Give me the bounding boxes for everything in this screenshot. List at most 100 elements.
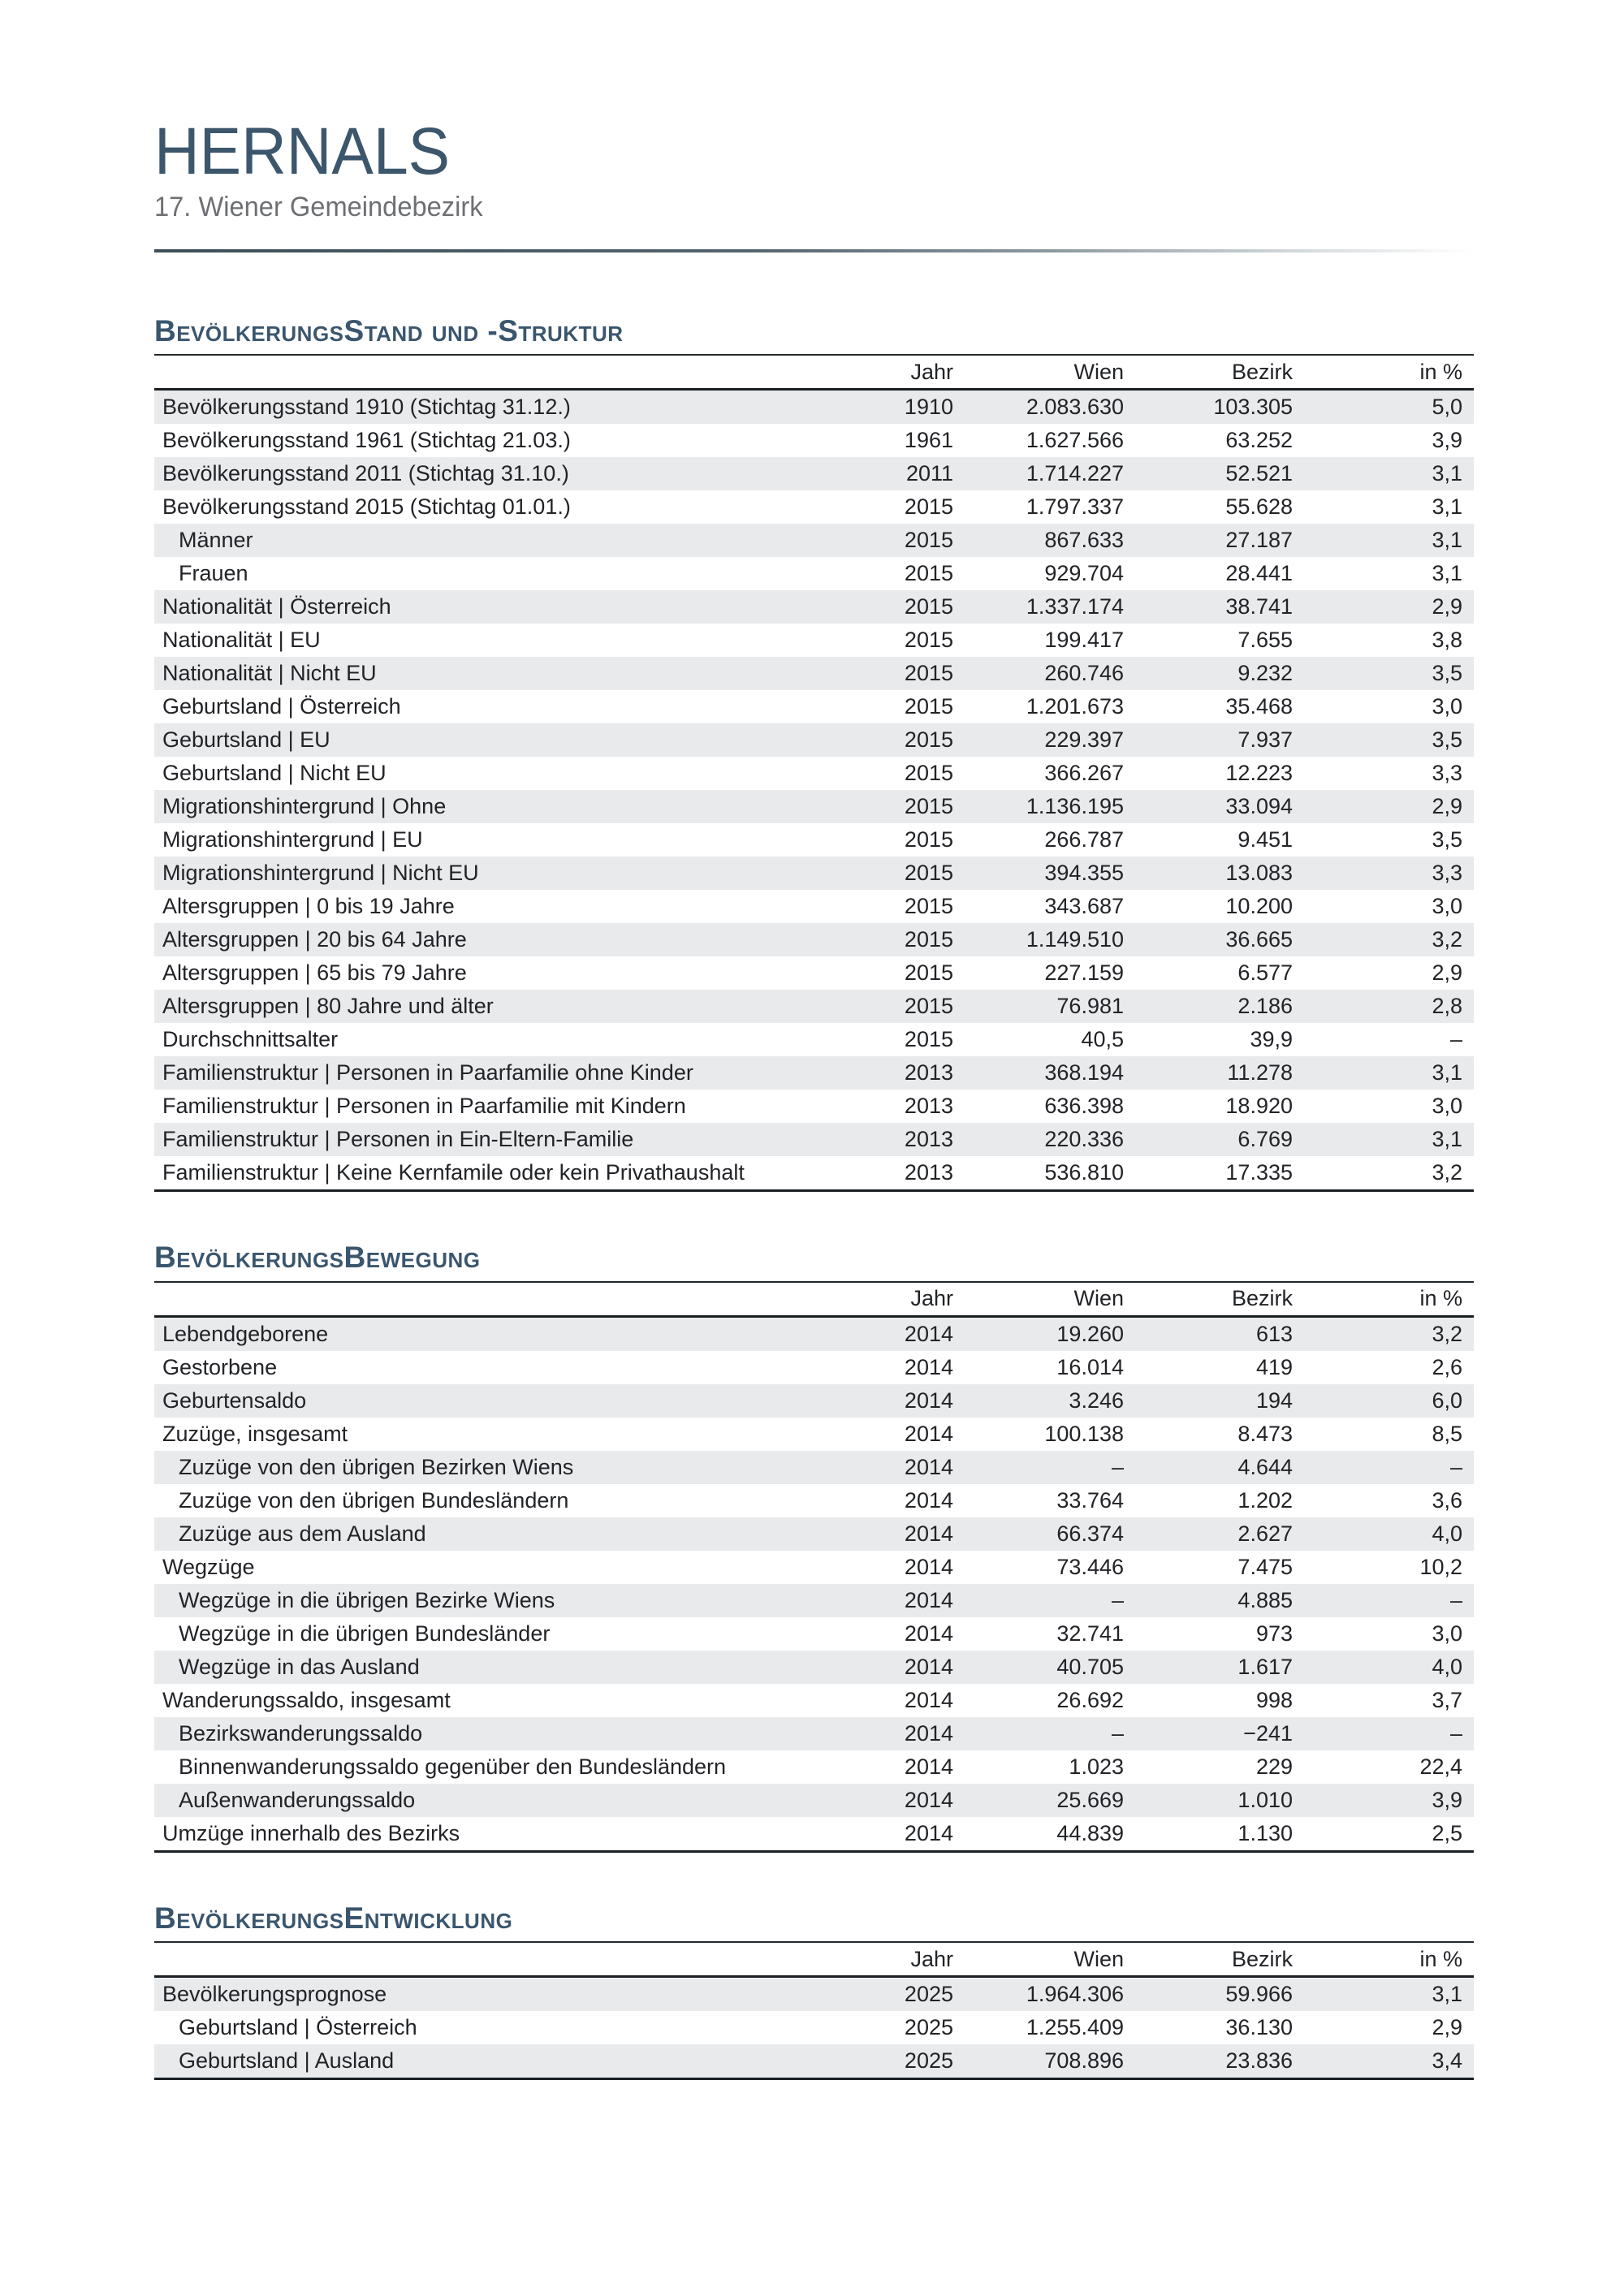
cell-pct: 3,3 [1432,761,1462,786]
cell-pct: 3,1 [1432,1982,1462,2007]
cell-bezirk: 27.187 [1225,528,1293,553]
page-header: HERNALS 17. Wiener Gemeindebezirk [154,114,1474,252]
cell-wien: 343.687 [1044,894,1124,919]
row-label: Familienstruktur | Personen in Ein-Elter… [162,1127,634,1152]
table-row: Nationalität | Nicht EU 2015 260.746 9.2… [154,657,1474,691]
cell-bezirk: 23.836 [1225,2048,1293,2074]
cell-pct: – [1449,1720,1462,1746]
cell-bezirk: 6.577 [1237,960,1293,986]
row-label: Geburtsland | EU [162,727,330,753]
cell-wien: 3.246 [1069,1388,1124,1413]
table-row: Familienstruktur | Personen in Paarfamil… [154,1056,1474,1090]
row-label: Außenwanderungssaldo [179,1787,416,1812]
section-bevoelkerungsstand: BevölkerungsStand und -Struktur Jahr Wie… [154,314,1474,1193]
row-label: Wegzüge in die übrigen Bundesländer [179,1621,551,1646]
cell-bezirk: 35.468 [1225,694,1293,719]
table-row: Männer 2015 867.633 27.187 3,1 [154,524,1474,558]
table-row: Geburtsland | EU 2015 229.397 7.937 3,5 [154,723,1474,757]
row-label: Bevölkerungsstand 2011 (Stichtag 31.10.) [162,461,569,486]
cell-pct: 3,0 [1432,1621,1462,1646]
row-label: Altersgruppen | 65 bis 79 Jahre [162,960,467,986]
table-header-row: Jahr Wien Bezirk in % [154,1941,1474,1979]
row-label: Lebendgeborene [162,1321,329,1346]
cell-bezirk: 4.885 [1237,1587,1293,1612]
cell-jahr: 2015 [904,594,953,619]
row-label: Zuzüge von den übrigen Bundesländern [179,1487,569,1513]
cell-jahr: 2025 [904,2015,953,2040]
cell-pct: 5,0 [1432,395,1462,420]
cell-wien: 25.669 [1056,1787,1124,1812]
cell-pct: 3,2 [1432,1160,1462,1185]
cell-bezirk: 103.305 [1213,395,1293,420]
cell-wien: – [1111,1454,1124,1479]
row-label: Nationalität | EU [162,628,321,653]
cell-bezirk: 4.644 [1237,1454,1293,1479]
cell-wien: 1.149.510 [1026,927,1124,952]
cell-pct: 3,5 [1432,827,1462,852]
row-label: Nationalität | Nicht EU [162,661,377,686]
cell-bezirk: 36.130 [1225,2015,1293,2040]
cell-bezirk: 6.769 [1237,1127,1293,1152]
cell-pct: – [1449,1454,1462,1479]
row-label: Zuzüge, insgesamt [162,1421,348,1446]
row-label: Altersgruppen | 0 bis 19 Jahre [162,894,455,919]
stat-table-bevoelkerungsstand: Jahr Wien Bezirk in % Bevölkerungsstand … [154,354,1474,1193]
row-label: Wegzüge [162,1554,255,1579]
cell-jahr: 2015 [904,1027,953,1052]
cell-bezirk: 9.451 [1237,827,1293,852]
district-title: HERNALS [154,114,451,188]
cell-bezirk: 194 [1255,1388,1293,1413]
cell-jahr: 2014 [904,1554,953,1579]
cell-jahr: 2015 [904,894,953,919]
cell-bezirk: 38.741 [1225,594,1293,619]
row-label: Durchschnittsalter [162,1027,339,1052]
cell-jahr: 2014 [904,1587,953,1612]
section-bevoelkerungsentwicklung: BevölkerungsEntwicklung Jahr Wien Bezirk… [154,1901,1474,2081]
section-title: BevölkerungsBewegung [154,1241,481,1275]
table-row: Wegzüge in das Ausland 2014 40.705 1.617… [154,1650,1474,1684]
cell-bezirk: 1.130 [1237,1820,1293,1845]
row-label: Geburtensaldo [162,1388,307,1413]
stat-table-bevoelkerungsentwicklung: Jahr Wien Bezirk in % Bevölkerungsprogno… [154,1941,1474,2081]
cell-wien: 1.136.195 [1026,794,1124,819]
row-label: Migrationshintergrund | Ohne [162,794,447,819]
cell-wien: – [1111,1720,1124,1746]
cell-wien: 394.355 [1044,861,1124,886]
cell-pct: 8,5 [1432,1421,1462,1446]
cell-bezirk: 18.920 [1225,1094,1293,1119]
row-label: Wegzüge in die übrigen Bezirke Wiens [179,1587,555,1612]
table-row: Geburtsland | Österreich 2015 1.201.673 … [154,690,1474,723]
cell-bezirk: 419 [1255,1354,1293,1379]
cell-jahr: 2013 [904,1127,953,1152]
table-row: Außenwanderungssaldo 2014 25.669 1.010 3… [154,1783,1474,1817]
cell-wien: 536.810 [1044,1160,1124,1185]
cell-wien: 44.839 [1056,1820,1124,1845]
cell-jahr: 2015 [904,528,953,553]
cell-wien: 929.704 [1044,561,1124,586]
row-label: Umzüge innerhalb des Bezirks [162,1820,460,1845]
cell-bezirk: 7.475 [1237,1554,1293,1579]
cell-bezirk: 36.665 [1225,927,1293,952]
row-label: Migrationshintergrund | EU [162,827,423,852]
cell-jahr: 2014 [904,1321,953,1346]
table-row: Migrationshintergrund | Nicht EU 2015 39… [154,857,1474,891]
cell-wien: 260.746 [1044,661,1124,686]
cell-pct: 3,9 [1432,428,1462,453]
cell-pct: 4,0 [1432,1654,1462,1679]
cell-pct: 3,0 [1432,694,1462,719]
cell-bezirk: 59.966 [1225,1982,1293,2007]
cell-jahr: 2014 [904,1621,953,1646]
table-row: Durchschnittsalter 2015 40,5 39,9 – [154,1023,1474,1056]
row-label: Bevölkerungsprognose [162,1982,387,2007]
row-label: Familienstruktur | Personen in Paarfamil… [162,1060,693,1085]
district-subtitle: 17. Wiener Gemeindebezirk [154,191,483,222]
cell-pct: 2,9 [1432,794,1462,819]
table-row: Geburtsland | Österreich 2025 1.255.409 … [154,2011,1474,2044]
cell-wien: 2.083.630 [1026,395,1124,420]
table-row: Wegzüge 2014 73.446 7.475 10,2 [154,1551,1474,1584]
table-row: Altersgruppen | 20 bis 64 Jahre 2015 1.1… [154,923,1474,957]
cell-wien: 1.201.673 [1026,694,1124,719]
cell-wien: 366.267 [1044,761,1124,786]
row-label: Zuzüge aus dem Ausland [179,1521,426,1546]
table-row: Wegzüge in die übrigen Bezirke Wiens 201… [154,1583,1474,1617]
